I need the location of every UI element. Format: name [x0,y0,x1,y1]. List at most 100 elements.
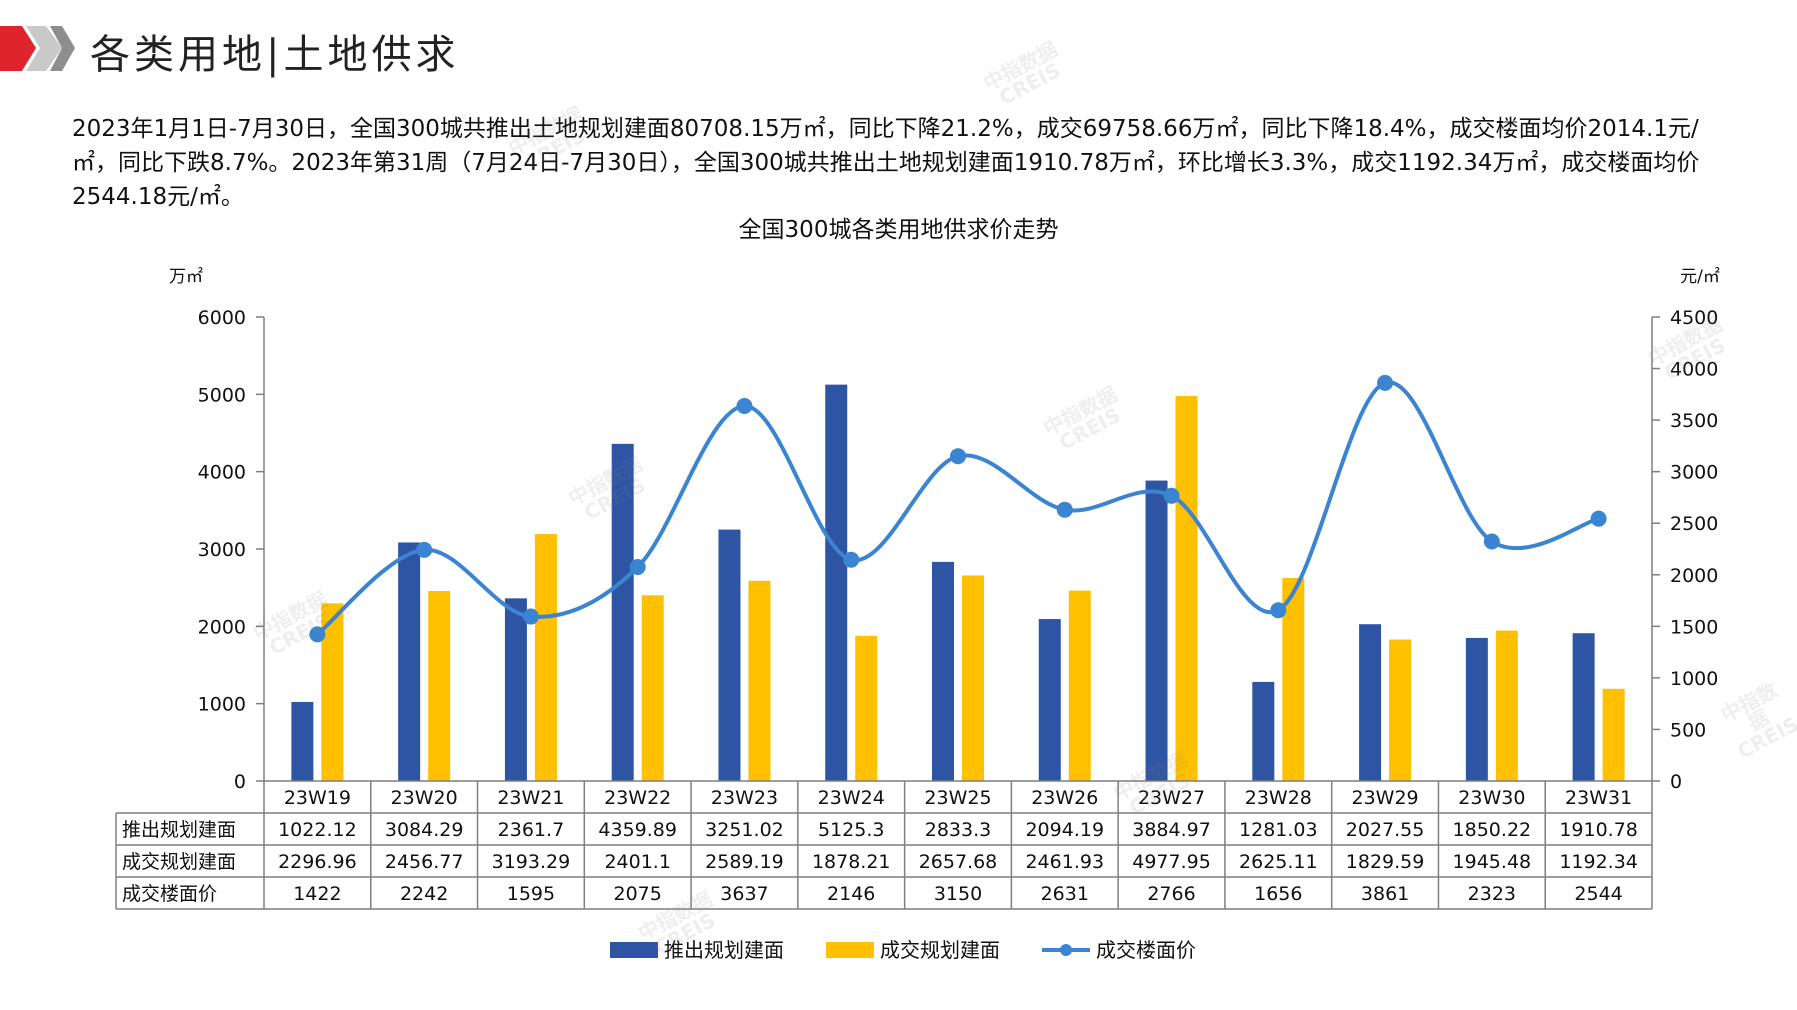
price-point [1163,487,1180,504]
summary-paragraph: 2023年1月1日-7月30日，全国300城共推出土地规划建面80708.15万… [72,116,1700,210]
bar-supply [398,542,421,781]
x-tick-label: 23W29 [1352,787,1419,809]
table-cell-value: 1850.22 [1453,819,1532,841]
bar-deal [962,575,984,781]
x-tick-label: 23W28 [1245,787,1312,809]
bar-deal [1495,630,1518,781]
bar-supply [1252,681,1275,781]
price-point [843,551,860,568]
bar-supply [1465,637,1488,781]
bar-deal [1389,639,1412,781]
legend-swatch-marker [1060,944,1072,956]
table-cell-value: 2456.77 [385,851,464,873]
x-tick-label: 23W31 [1565,787,1632,809]
y-left-tick-label: 6000 [198,307,246,329]
bar-supply [291,701,314,781]
price-point [736,397,753,414]
chart-title: 全国300城各类用地供求价走势 [738,217,1059,243]
y-right-tick-label: 1500 [1670,616,1718,638]
table-cell-value: 1945.48 [1453,851,1532,873]
x-tick-label: 23W25 [924,787,991,809]
y-left-tick-label: 4000 [198,462,246,484]
y-right-tick-label: 2000 [1670,565,1718,587]
table-row-header: 成交规划建面 [122,851,236,873]
bar-supply [718,529,741,781]
x-tick-label: 23W21 [497,787,564,809]
table-cell-value: 1281.03 [1239,819,1318,841]
bar-deal [748,580,771,781]
table-cell-value: 2027.55 [1346,819,1425,841]
table-cell-value: 1829.59 [1346,851,1425,873]
y-right-tick-label: 4000 [1670,359,1718,381]
table-cell-value: 2075 [614,883,662,905]
table-cell-value: 1595 [507,883,555,905]
table-cell-value: 3084.29 [385,819,464,841]
price-point [1270,602,1287,619]
table-cell-value: 3150 [934,883,982,905]
y-left-tick-label: 1000 [198,694,246,716]
price-point [629,559,646,576]
y-left-tick-label: 2000 [198,616,246,638]
table-cell-value: 3861 [1361,883,1409,905]
table-cell-value: 5125.3 [818,819,884,841]
legend-label: 成交规划建面 [880,938,1000,962]
table-cell-value: 2589.19 [705,851,784,873]
price-line [316,380,1600,636]
y-right-tick-label: 500 [1670,719,1706,741]
page-title: 各类用地|土地供求 [90,32,460,78]
bar-deal [855,635,878,781]
y-left-tick-label: 5000 [198,384,246,406]
x-tick-label: 23W24 [818,787,885,809]
x-tick-label: 23W19 [284,787,351,809]
price-point [522,608,539,625]
price-point [1056,501,1073,518]
table-cell-value: 2094.19 [1025,819,1104,841]
table-cell-value: 2833.3 [925,819,991,841]
bar-supply [825,384,848,781]
table-cell-value: 2461.93 [1025,851,1104,873]
table-cell-value: 1878.21 [812,851,891,873]
table-cell-value: 2323 [1468,883,1516,905]
table-cell-value: 1192.34 [1559,851,1638,873]
y-right-tick-label: 2500 [1670,513,1718,535]
price-point [1377,374,1394,391]
table-cell-value: 3637 [720,883,768,905]
bar-supply [504,598,527,781]
table-cell-value: 3193.29 [492,851,571,873]
bar-deal [534,534,557,781]
y-right-tick-label: 3500 [1670,410,1718,432]
price-point [1590,510,1607,527]
legend-swatch-bar [826,942,874,958]
table-cell-value: 2242 [400,883,448,905]
table-cell-value: 4359.89 [598,819,677,841]
bar-supply [1038,619,1061,781]
price-point [309,626,326,643]
table-cell-value: 1422 [293,883,341,905]
table-cell-value: 2657.68 [919,851,998,873]
bar-deal [428,591,451,781]
bar-deal [321,603,344,781]
y-left-tick-label: 0 [234,771,246,793]
bar-deal [1175,396,1198,781]
x-tick-label: 23W22 [604,787,671,809]
y-right-unit: 元/㎡ [1680,267,1720,287]
table-cell-value: 1910.78 [1559,819,1638,841]
table-cell-value: 2296.96 [278,851,357,873]
brand-logo-icon [0,26,75,71]
y-left-tick-label: 3000 [198,539,246,561]
table-cell-value: 2766 [1147,883,1195,905]
x-tick-label: 23W20 [391,787,458,809]
price-point [950,448,966,465]
y-left-unit: 万㎡ [169,267,203,287]
table-cell-value: 3251.02 [705,819,784,841]
bar-supply [932,561,954,781]
x-tick-label: 23W26 [1031,787,1098,809]
y-right-tick-label: 4500 [1670,307,1718,329]
bar-deal [1068,590,1091,781]
legend-label: 成交楼面价 [1096,938,1196,962]
table-cell-value: 4977.95 [1132,851,1211,873]
x-tick-label: 23W30 [1458,787,1525,809]
bar-supply [611,443,634,781]
x-tick-label: 23W27 [1138,787,1205,809]
